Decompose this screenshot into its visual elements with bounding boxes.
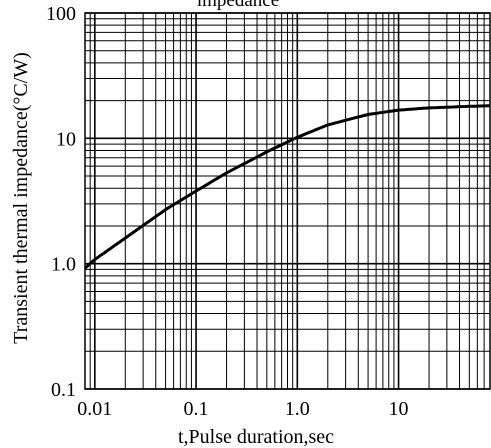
x-tick-label: 10 <box>389 398 409 420</box>
plot-frame <box>84 12 491 390</box>
x-tick-label: 0.01 <box>77 398 112 420</box>
y-tick-label: 100 <box>46 3 76 25</box>
y-tick-label: 10 <box>56 128 76 150</box>
x-tick-label: 1.0 <box>285 398 310 420</box>
chart-title: impedance <box>197 0 279 11</box>
y-axis-label: Transient thermal impedance(°C/W) <box>10 52 32 344</box>
y-tick-label: 0.1 <box>51 379 76 401</box>
y-tick-label: 1.0 <box>51 254 76 276</box>
x-axis-label: t,Pulse duration,sec <box>178 426 334 448</box>
grid-lines <box>84 12 491 390</box>
x-tick-label: 0.1 <box>184 398 209 420</box>
thermal-impedance-curve <box>83 104 491 270</box>
